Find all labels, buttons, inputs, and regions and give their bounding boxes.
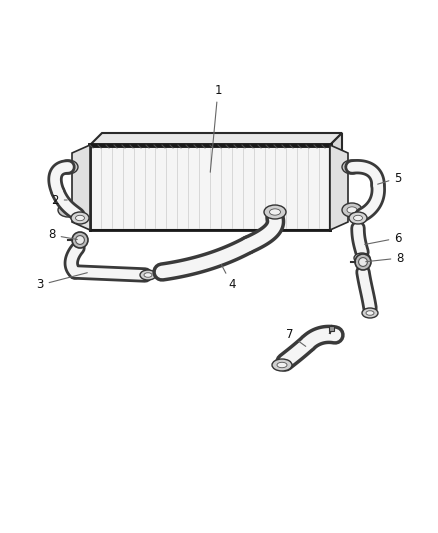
Ellipse shape [264,205,286,219]
Text: 2: 2 [51,193,67,206]
Bar [329,326,334,331]
Text: 5: 5 [378,172,402,184]
Text: 1: 1 [210,84,222,172]
Ellipse shape [277,362,287,368]
Ellipse shape [347,207,357,213]
Ellipse shape [349,212,367,224]
Ellipse shape [140,270,156,280]
Ellipse shape [75,215,85,221]
Text: 8: 8 [48,229,77,241]
Ellipse shape [347,164,357,170]
Ellipse shape [144,273,152,277]
Ellipse shape [366,311,374,315]
Circle shape [76,236,85,245]
Ellipse shape [269,209,280,215]
Polygon shape [330,145,348,230]
Ellipse shape [362,308,378,318]
Polygon shape [330,133,342,230]
Text: 6: 6 [365,231,402,245]
Ellipse shape [272,359,292,371]
Circle shape [355,254,371,270]
Ellipse shape [353,215,363,221]
Text: 7: 7 [286,328,306,346]
Ellipse shape [63,207,73,213]
Ellipse shape [58,203,78,217]
Text: 4: 4 [221,264,236,292]
Ellipse shape [58,160,78,174]
Ellipse shape [358,256,366,260]
Ellipse shape [63,164,73,170]
Ellipse shape [354,253,370,263]
Ellipse shape [342,203,362,217]
Polygon shape [90,133,342,145]
Text: 8: 8 [366,252,404,264]
Ellipse shape [342,160,362,174]
Ellipse shape [71,212,89,224]
Polygon shape [72,145,90,230]
Text: 3: 3 [36,273,87,292]
Polygon shape [90,145,330,230]
Circle shape [359,257,367,266]
Circle shape [72,232,88,248]
